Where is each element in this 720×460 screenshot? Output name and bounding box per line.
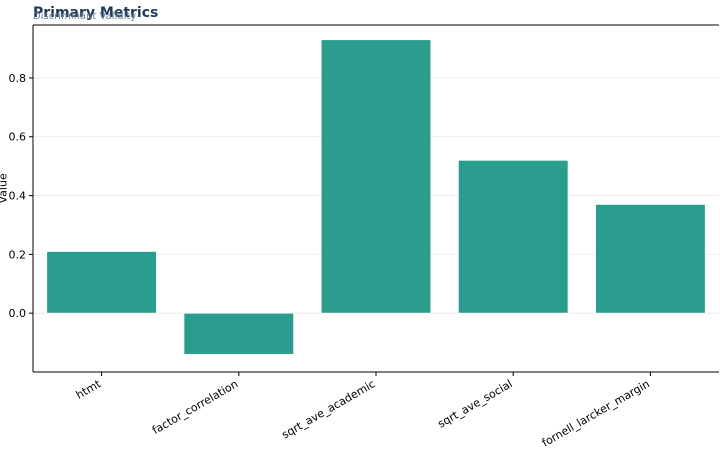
bar bbox=[320, 39, 432, 314]
x-tick-label: sqrt_ave_social bbox=[436, 377, 515, 430]
y-tick-label: 0.6 bbox=[9, 131, 27, 144]
bar bbox=[595, 203, 706, 314]
x-tick-label: fornell_larcker_margin bbox=[540, 377, 652, 449]
y-tick-label: 0.0 bbox=[9, 307, 27, 320]
bar bbox=[457, 159, 569, 314]
x-tick-label: factor_correlation bbox=[150, 377, 240, 437]
y-tick-label: 0.4 bbox=[9, 190, 27, 203]
x-tick-label: htmt bbox=[74, 377, 104, 402]
chart-title: Primary Metrics bbox=[33, 5, 159, 21]
bar bbox=[46, 251, 157, 314]
y-tick-label: 0.8 bbox=[9, 72, 27, 85]
bar bbox=[183, 312, 295, 355]
y-tick-label: 0.2 bbox=[9, 248, 27, 261]
chart-subtitle: Discriminant Validity bbox=[33, 11, 137, 22]
x-tick-label: sqrt_ave_academic bbox=[279, 377, 377, 441]
